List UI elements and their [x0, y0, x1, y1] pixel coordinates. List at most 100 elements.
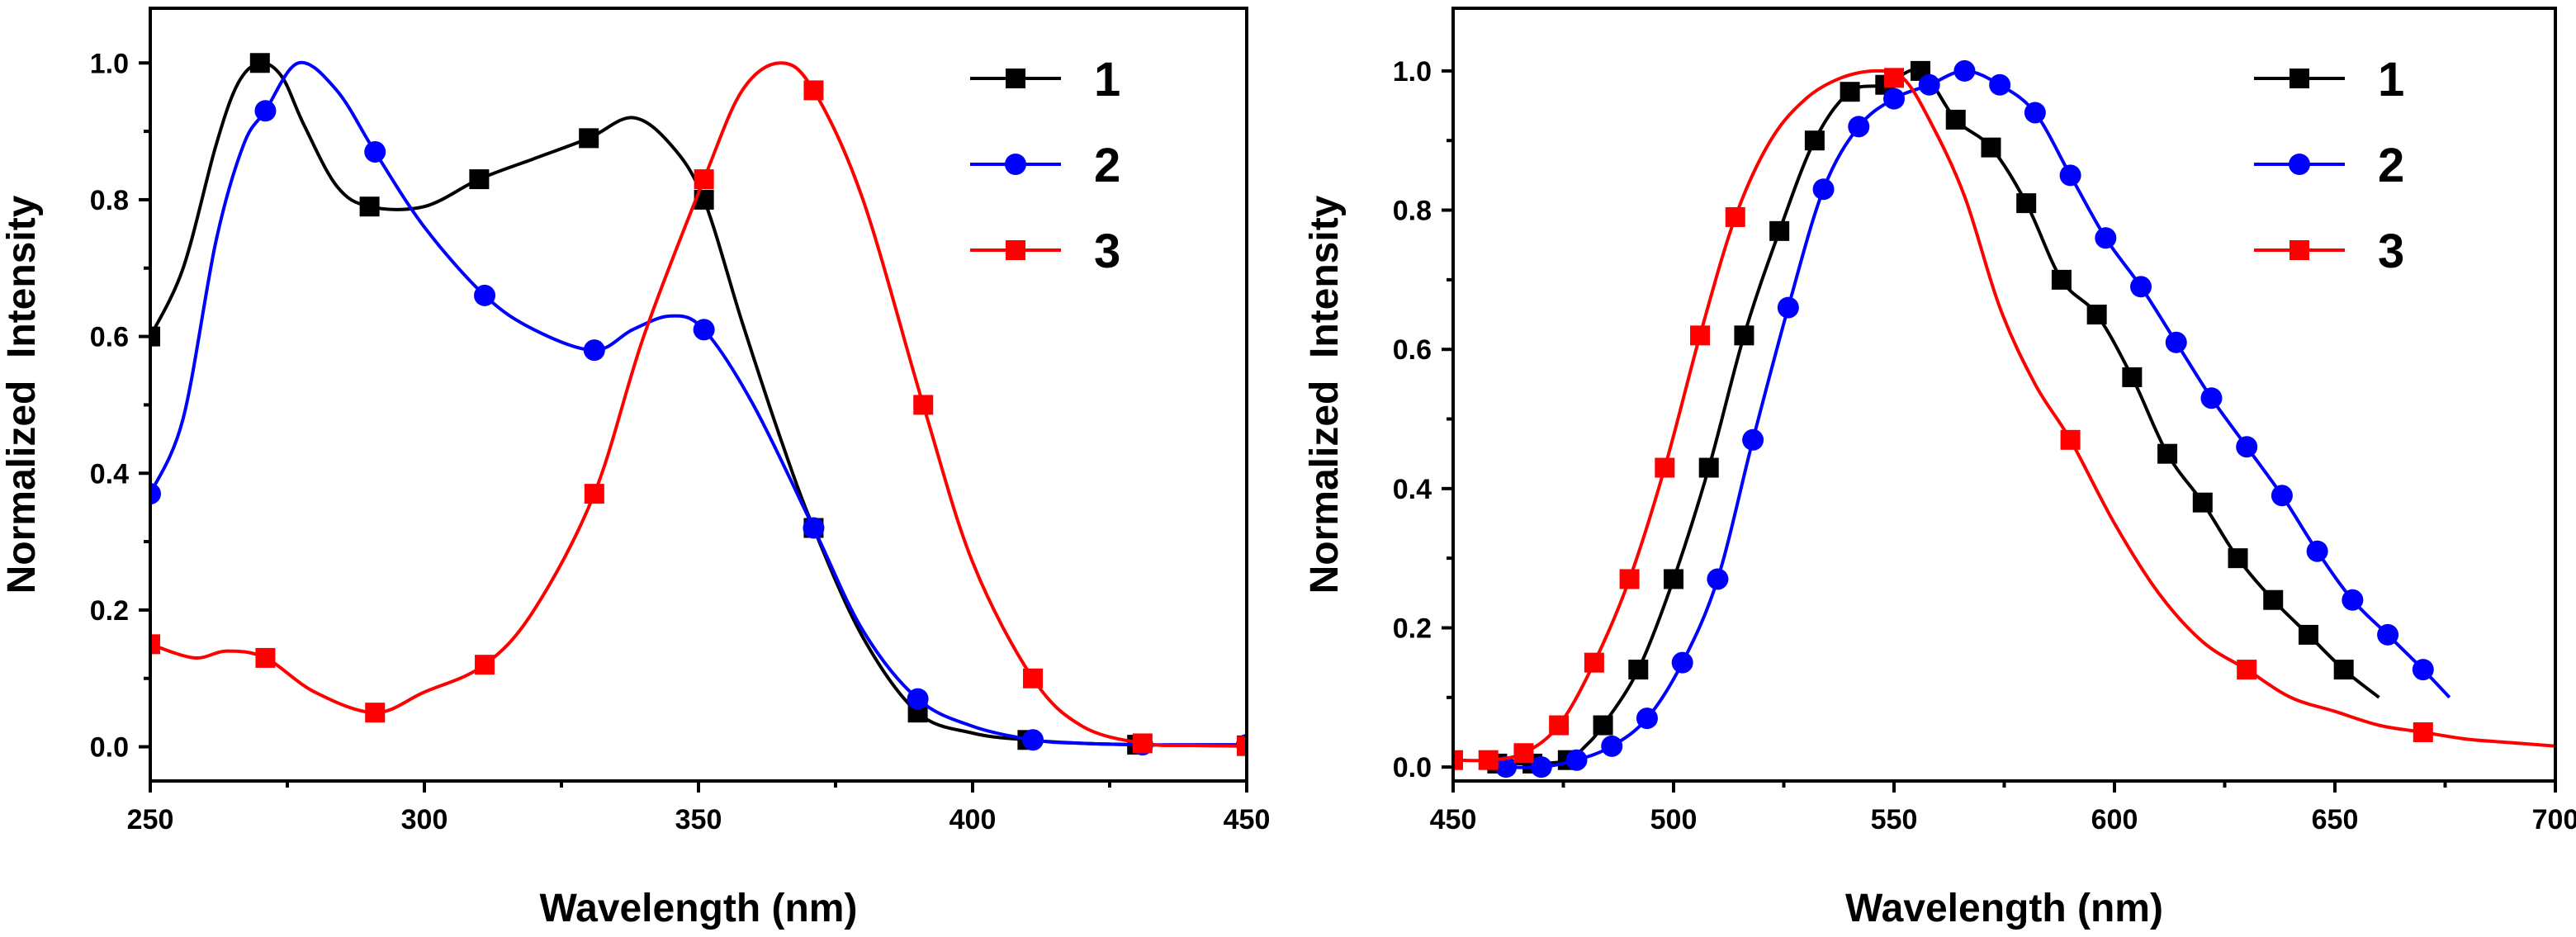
x-tick-label: 450 — [1224, 804, 1271, 835]
y-tick-label: 0.8 — [1393, 196, 1432, 227]
data-point-series-3 — [1478, 750, 1499, 770]
data-point-series-2 — [1565, 749, 1588, 771]
data-point-series-2 — [1707, 568, 1729, 590]
x-tick-label: 400 — [949, 804, 997, 835]
data-point-series-1 — [2051, 269, 2072, 290]
y-tick-label: 0.2 — [90, 595, 129, 627]
data-point-series-3 — [1655, 457, 1675, 478]
data-point-series-2 — [1848, 116, 1870, 138]
y-axis-title: Normalized Intensity — [0, 195, 44, 594]
data-point-series-1 — [2333, 660, 2354, 680]
data-point-series-2 — [1989, 73, 2011, 96]
data-point-series-3 — [694, 169, 714, 190]
data-point-series-1 — [2157, 443, 2178, 464]
data-point-series-2 — [1022, 729, 1044, 751]
data-point-series-3 — [1884, 68, 1904, 88]
data-point-series-2 — [693, 319, 715, 341]
data-point-series-1 — [2263, 589, 2284, 610]
x-axis-title: Wavelength (nm) — [540, 887, 858, 930]
data-point-series-2 — [907, 688, 929, 710]
legend-marker-3 — [2290, 240, 2309, 260]
series-line-3 — [150, 61, 1247, 748]
data-point-series-1 — [2192, 492, 2213, 513]
data-point-series-3 — [1725, 206, 1745, 227]
data-point-series-3 — [1023, 668, 1044, 689]
data-point-series-1 — [2228, 548, 2248, 569]
data-point-series-1 — [1769, 220, 1790, 241]
data-point-series-1 — [1593, 715, 1613, 736]
data-point-series-2 — [2165, 331, 2187, 353]
data-point-series-3 — [1513, 743, 1534, 764]
data-point-series-2 — [2412, 659, 2434, 681]
data-point-series-2 — [2095, 227, 2117, 249]
y-tick-label: 0.8 — [90, 185, 129, 216]
legend-marker-2 — [2289, 154, 2310, 175]
data-point-series-2 — [1530, 756, 1552, 778]
data-point-series-2 — [1883, 88, 1905, 110]
data-point-series-1 — [1664, 569, 1683, 589]
x-tick-label: 700 — [2532, 804, 2576, 835]
data-point-series-3 — [913, 395, 934, 415]
data-point-series-2 — [254, 100, 277, 122]
plot-frame — [1451, 7, 2557, 783]
data-point-series-1 — [1804, 130, 1825, 151]
data-point-series-2 — [2059, 164, 2081, 187]
legend: 1 2 3 — [970, 53, 1120, 278]
plot-frame — [149, 7, 1248, 783]
data-point-series-1 — [1981, 137, 2001, 158]
data-point-series-1 — [1840, 82, 1860, 102]
data-point-series-1 — [469, 169, 490, 190]
data-point-series-3 — [1132, 733, 1153, 754]
data-point-series-1 — [150, 326, 160, 347]
data-point-series-1 — [2016, 193, 2037, 214]
data-point-series-2 — [1777, 296, 1799, 319]
data-point-series-2 — [583, 339, 605, 362]
y-tick-label: 0.6 — [1393, 334, 1432, 366]
data-point-series-1 — [1698, 457, 1719, 478]
data-point-series-2 — [2236, 436, 2258, 458]
right-chart-panel: 450 500 550 600 650 700 0.0 0.2 0.4 0.6 0.8 1.0 Wave… — [1303, 7, 2576, 930]
data-point-series-2 — [1495, 756, 1518, 778]
y-tick-label: 0.6 — [90, 322, 129, 353]
data-point-series-2 — [1671, 651, 1693, 674]
data-point-series-3 — [1453, 750, 1463, 770]
data-point-series-3 — [150, 634, 160, 655]
y-tick-label: 0.4 — [1393, 474, 1432, 505]
legend-label-2: 2 — [2378, 139, 2404, 192]
data-point-series-3 — [1690, 325, 1711, 346]
series-line-1 — [150, 61, 1247, 747]
legend-label-3: 3 — [1094, 225, 1120, 278]
data-point-series-3 — [2237, 660, 2257, 680]
y-tick-label: 1.0 — [1393, 56, 1432, 88]
data-point-series-1 — [579, 128, 599, 149]
legend-label-1: 1 — [1094, 53, 1120, 106]
data-point-series-3 — [584, 484, 604, 504]
data-point-series-1 — [2122, 367, 2143, 387]
data-point-series-2 — [803, 517, 825, 539]
data-point-series-2 — [2200, 387, 2223, 409]
data-point-series-2 — [2342, 589, 2364, 611]
data-point-series-2 — [1918, 73, 1940, 96]
data-point-series-1 — [2298, 624, 2318, 645]
data-point-series-2 — [2271, 485, 2293, 507]
data-point-series-3 — [475, 655, 495, 675]
y-tick-label: 0.0 — [90, 732, 129, 764]
data-point-series-2 — [1636, 707, 1658, 730]
data-point-series-2 — [1742, 428, 1764, 451]
data-point-series-3 — [1619, 569, 1640, 589]
data-point-series-1 — [2086, 305, 2107, 325]
data-point-series-2 — [2306, 540, 2328, 562]
plot-area — [150, 53, 1247, 756]
data-point-series-1 — [249, 53, 270, 73]
data-point-series-2 — [2130, 276, 2152, 298]
x-axis-title: Wavelength (nm) — [1845, 887, 2163, 930]
data-point-series-2 — [2377, 623, 2399, 646]
series-line-2 — [150, 60, 1247, 747]
data-point-series-1 — [1945, 109, 1966, 130]
data-point-series-3 — [255, 647, 276, 668]
data-point-series-2 — [1812, 178, 1835, 201]
legend-marker-2 — [1005, 154, 1026, 175]
legend: 1 2 3 — [2254, 53, 2404, 278]
x-tick-label: 300 — [401, 804, 448, 835]
legend-label-1: 1 — [2378, 53, 2404, 106]
